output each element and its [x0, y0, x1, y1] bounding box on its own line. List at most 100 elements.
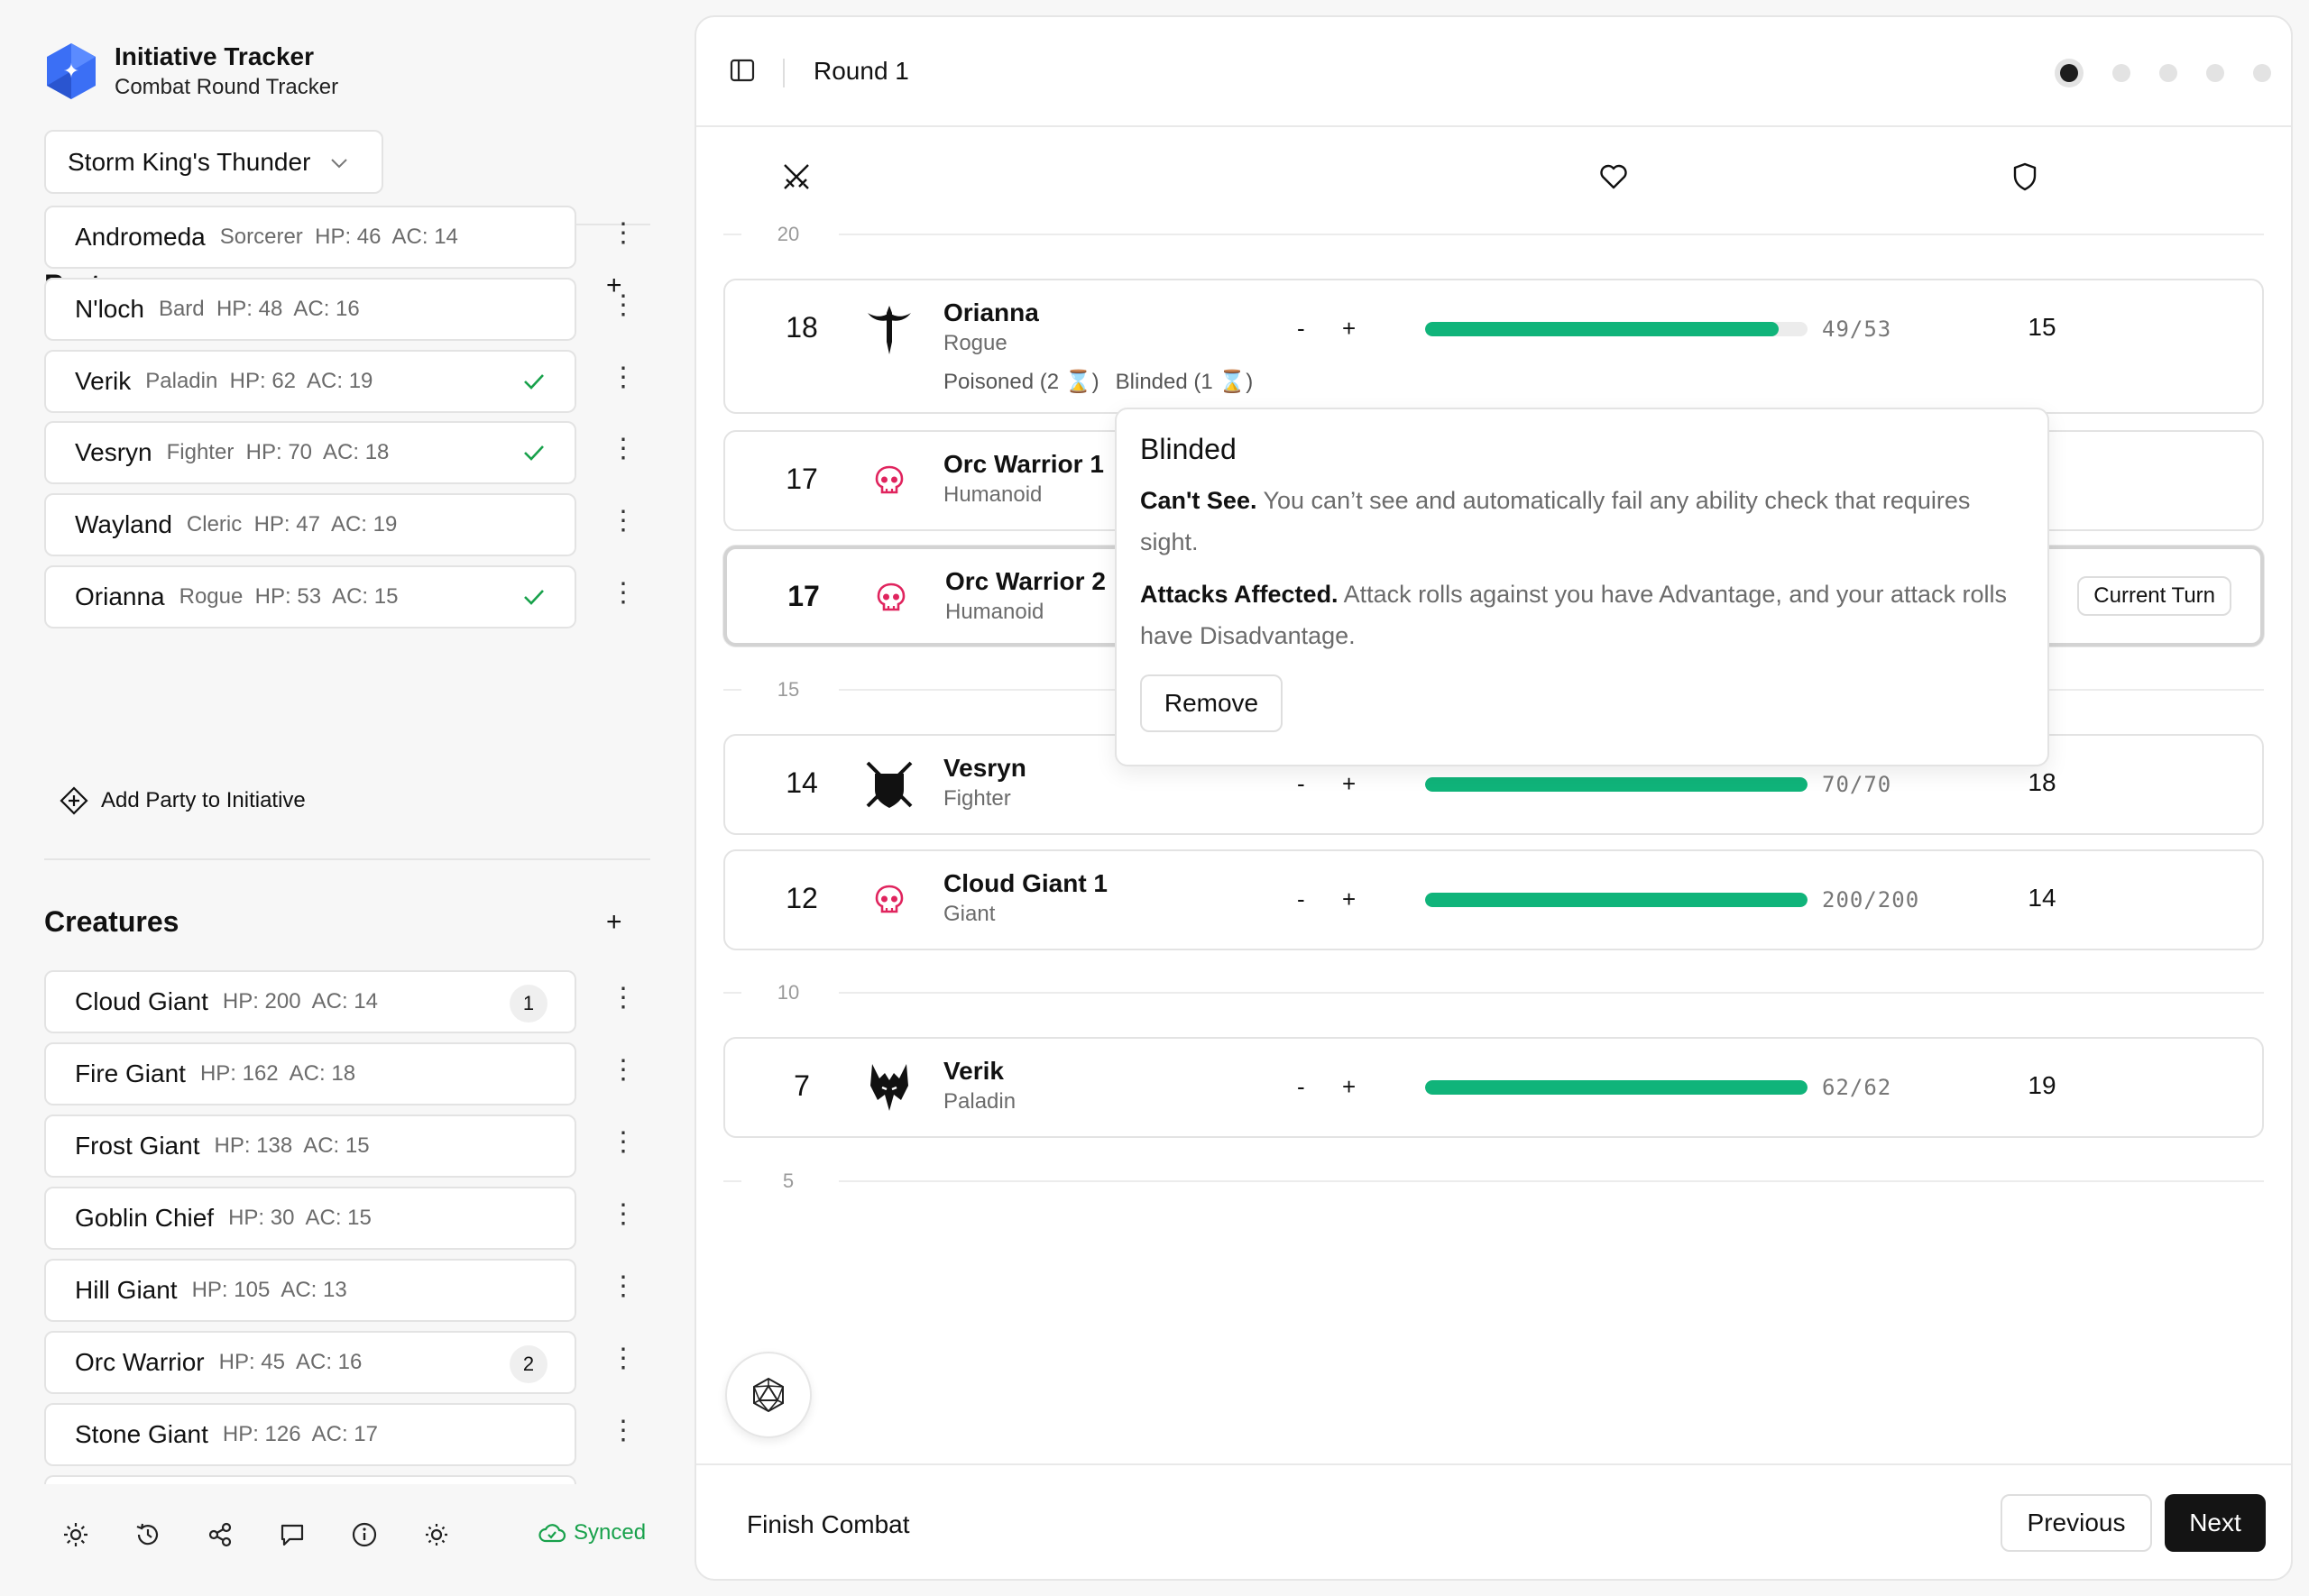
more-options-icon[interactable]: ⋮	[610, 506, 637, 537]
initiative-value[interactable]: 14	[786, 766, 818, 799]
chat-icon[interactable]	[276, 1518, 308, 1551]
more-options-icon[interactable]: ⋮	[610, 1055, 637, 1085]
hp-increase-button[interactable]: +	[1342, 315, 1357, 342]
creature-item[interactable]: Cloud Giant HP: 200 AC: 14 1	[44, 970, 576, 1033]
popover-p2-heading: Attacks Affected.	[1140, 581, 1338, 608]
creature-name: Frost Giant	[75, 1132, 200, 1160]
creature-item[interactable]: Orc Warrior HP: 45 AC: 16 2	[44, 1331, 576, 1394]
check-icon	[520, 439, 547, 471]
creature-meta: HP: 162 AC: 18	[199, 1061, 356, 1086]
campaign-label: Storm King's Thunder	[68, 147, 311, 176]
skull-icon	[862, 454, 916, 508]
creature-name: Cloud Giant	[75, 987, 208, 1015]
check-icon	[520, 368, 547, 399]
rogue-icon	[862, 302, 916, 356]
skull-icon	[864, 571, 918, 625]
creature-item[interactable]: Frost Giant HP: 138 AC: 15	[44, 1114, 576, 1178]
sidebar: ✦ Initiative Tracker Combat Round Tracke…	[0, 0, 685, 1596]
party-member-name: Andromeda	[75, 223, 206, 251]
party-member-item[interactable]: N'loch Bard HP: 48 AC: 16	[44, 277, 576, 341]
sidebar-toggle-icon[interactable]	[729, 57, 756, 88]
more-options-icon[interactable]: ⋮	[610, 1344, 637, 1373]
share-icon[interactable]	[204, 1518, 236, 1551]
more-options-icon[interactable]: ⋮	[610, 983, 637, 1013]
more-options-icon[interactable]: ⋮	[610, 1127, 637, 1157]
hp-decrease-button[interactable]: -	[1297, 315, 1305, 342]
sync-status: Synced	[538, 1520, 646, 1546]
more-options-icon[interactable]: ⋮	[610, 1271, 637, 1301]
hp-bar	[1425, 777, 1808, 792]
roll-dice-button[interactable]	[725, 1352, 812, 1438]
more-options-icon[interactable]: ⋮	[610, 218, 637, 248]
hp-increase-button[interactable]: +	[1342, 1073, 1357, 1100]
combatant-row[interactable]: 18 Orianna Rogue - +49/53 15 Poisoned (2 ⌛) Bli…	[723, 279, 2264, 414]
remove-condition-button[interactable]: Remove	[1140, 674, 1283, 732]
creature-item[interactable]: Hill Giant HP: 105 AC: 13	[44, 1259, 576, 1322]
initiative-value[interactable]: 17	[786, 463, 818, 495]
creature-item[interactable]: Goblin Chief HP: 30 AC: 15	[44, 1187, 576, 1250]
next-button[interactable]: Next	[2165, 1494, 2266, 1552]
scale-label: 5	[782, 1169, 795, 1192]
ac-value: 19	[2028, 1071, 2056, 1099]
ac-value: 15	[2028, 313, 2056, 341]
combatant-name: Orianna	[943, 298, 1039, 326]
scale-line	[723, 234, 741, 235]
hp-decrease-button[interactable]: -	[1297, 885, 1305, 913]
party-member-item[interactable]: Andromeda Sorcerer HP: 46 AC: 14	[44, 206, 576, 269]
sun-icon[interactable]	[420, 1518, 453, 1551]
creature-item[interactable]	[44, 1475, 576, 1484]
party-member-name: Vesryn	[75, 438, 152, 467]
party-member-item[interactable]: Vesryn Fighter HP: 70 AC: 18	[44, 421, 576, 485]
more-options-icon[interactable]: ⋮	[610, 362, 637, 392]
round-dot[interactable]	[2159, 64, 2177, 82]
ac-value: 14	[2028, 884, 2056, 912]
hp-decrease-button[interactable]: -	[1297, 770, 1305, 797]
combatant-name: Orc Warrior 1	[943, 450, 1104, 478]
more-options-icon[interactable]: ⋮	[610, 289, 637, 320]
ac-column-shield-icon	[2010, 161, 2040, 197]
party-member-meta: Bard HP: 48 AC: 16	[158, 296, 360, 321]
hp-increase-button[interactable]: +	[1342, 770, 1357, 797]
settings-icon[interactable]	[60, 1518, 92, 1551]
initiative-value[interactable]: 12	[786, 882, 818, 914]
party-member-item[interactable]: Orianna Rogue HP: 53 AC: 15	[44, 565, 576, 628]
condition-chip[interactable]: Poisoned (2 ⌛)	[943, 370, 1099, 394]
party-member-item[interactable]: Wayland Cleric HP: 47 AC: 19	[44, 493, 576, 557]
round-dot[interactable]	[2253, 64, 2271, 82]
round-dot[interactable]	[2055, 59, 2084, 87]
hp-bar	[1425, 1080, 1808, 1095]
more-options-icon[interactable]: ⋮	[610, 434, 637, 464]
initiative-value[interactable]: 18	[786, 311, 818, 344]
round-dot[interactable]	[2112, 64, 2130, 82]
info-icon[interactable]	[348, 1518, 381, 1551]
campaign-select[interactable]: Storm King's Thunder	[44, 130, 383, 194]
history-icon[interactable]	[132, 1518, 164, 1551]
hp-decrease-button[interactable]: -	[1297, 1073, 1305, 1100]
more-options-icon[interactable]: ⋮	[610, 1199, 637, 1229]
scale-label: 10	[777, 981, 800, 1004]
condition-chip[interactable]: Blinded (1 ⌛)	[1115, 370, 1254, 394]
add-creature-button[interactable]: +	[606, 907, 622, 937]
hp-increase-button[interactable]: +	[1342, 885, 1357, 913]
creature-name: Goblin Chief	[75, 1204, 215, 1232]
combatant-row[interactable]: 12 Cloud Giant 1 Giant - +200/200 14	[723, 849, 2264, 950]
finish-combat-button[interactable]: Finish Combat	[747, 1510, 910, 1538]
scale-line	[839, 992, 2264, 994]
round-dot[interactable]	[2206, 64, 2224, 82]
popover-paragraph: Attacks Affected. Attack rolls against y…	[1140, 573, 2024, 656]
more-options-icon[interactable]: ⋮	[610, 1416, 637, 1445]
party-member-item[interactable]: Verik Paladin HP: 62 AC: 19	[44, 349, 576, 413]
add-party-member-button[interactable]: +	[606, 271, 622, 300]
add-party-to-initiative-button[interactable]: Add Party to Initiative	[60, 786, 306, 815]
previous-button[interactable]: Previous	[2001, 1494, 2152, 1552]
initiative-value[interactable]: 17	[787, 580, 820, 612]
combatant-row[interactable]: 7 Verik Paladin - +62/62 19	[723, 1037, 2264, 1138]
party-member-name: Verik	[75, 366, 132, 395]
creature-item[interactable]: Fire Giant HP: 162 AC: 18	[44, 1042, 576, 1105]
more-options-icon[interactable]: ⋮	[610, 578, 637, 608]
creature-item[interactable]: Stone Giant HP: 126 AC: 17	[44, 1403, 576, 1466]
add-diamond-icon	[60, 786, 88, 815]
fighter-icon	[862, 757, 916, 812]
popover-paragraph: Can't See. You can’t see and automatical…	[1140, 480, 2024, 563]
initiative-value[interactable]: 7	[794, 1069, 810, 1102]
